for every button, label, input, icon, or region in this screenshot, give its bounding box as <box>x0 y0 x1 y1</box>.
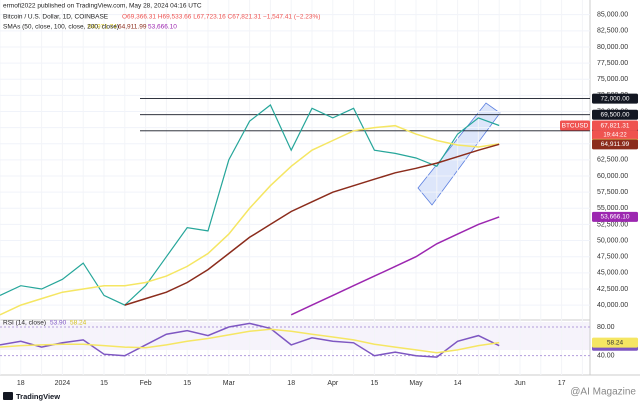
series-line <box>124 143 500 306</box>
rsi-value: 53.90 <box>50 320 67 327</box>
symbol: Bitcoin / U.S. Dollar, 1D, COINBASE <box>3 14 109 21</box>
y-tick-label: 50,000.00 <box>597 237 628 244</box>
x-tick-label: Mar <box>223 380 236 387</box>
x-tick-label: Feb <box>140 380 152 387</box>
price-pill <box>592 139 638 150</box>
brand: TradingView <box>16 392 60 401</box>
y-tick-label: 75,000.00 <box>597 76 628 83</box>
symbol-name: BTCUSD <box>562 122 589 129</box>
y-tick-label: 80,000.00 <box>597 44 628 51</box>
layer: 40,000.00 42,500.00 45,000.00 47,500.00 50,0… <box>0 0 638 387</box>
series-line <box>0 328 500 354</box>
logo <box>3 392 13 400</box>
y-tick-label: 62,500.00 <box>597 157 628 164</box>
y-tick-label: 55,000.00 <box>597 205 628 212</box>
x-tick-label: Jun <box>514 380 525 387</box>
y-tick-label: 45,000.00 <box>597 270 628 277</box>
x-tick-label: Apr <box>327 380 339 387</box>
channel <box>417 102 501 206</box>
price-pill-label: 64,911.99 <box>601 141 630 148</box>
y-tick-label: 80.00 <box>597 324 615 331</box>
x-tick-label: 2024 <box>55 380 71 387</box>
rsi-band <box>0 322 590 350</box>
y-tick-label: 40,000.00 <box>597 302 628 309</box>
series-line <box>0 124 500 316</box>
price-pill <box>592 211 638 222</box>
y-tick-label: 47,500.00 <box>597 254 628 261</box>
watermark: @AI Magazine <box>570 387 636 398</box>
series-line <box>290 216 500 316</box>
published: ermofi2022 published on TradingView.com,… <box>3 3 202 10</box>
price-pill-label: 53,666.10 <box>601 214 630 221</box>
price-pill <box>592 337 638 348</box>
price-pill <box>592 120 638 131</box>
x-tick-label: 18 <box>17 380 25 387</box>
y-tick-label: 60,000.00 <box>597 173 628 180</box>
y-tick-label: 40.00 <box>597 353 615 360</box>
x-tick-label: 15 <box>371 380 379 387</box>
x-tick-label: 15 <box>100 380 108 387</box>
x-tick-label: 15 <box>183 380 191 387</box>
price-pill-label: 67,821.31 <box>601 122 630 129</box>
sma-value: 64,911.99 <box>118 24 147 31</box>
countdown-pill <box>592 130 638 140</box>
rsi-value: 58.24 <box>70 320 87 327</box>
price-pill-label: 58.24 <box>607 339 624 346</box>
price-pill <box>592 109 638 120</box>
x-tick-label: 18 <box>287 380 295 387</box>
symbol-pill <box>560 120 590 131</box>
y-tick-label: 77,500.00 <box>597 60 628 67</box>
countdown: 19:44:22 <box>603 133 627 139</box>
y-tick-label: 57,500.00 <box>597 189 628 196</box>
x-tick-label: May <box>409 380 423 387</box>
y-tick-label: 52,500.00 <box>597 221 628 228</box>
price-pill <box>592 93 638 104</box>
series-line <box>0 104 500 306</box>
price-pill-label: 69,500.00 <box>601 111 630 118</box>
y-tick-label: 82,500.00 <box>597 28 628 35</box>
sma-value: 53,666.10 <box>148 24 177 31</box>
sma-value: 64,971.74 <box>88 24 117 31</box>
y-tick-label: 42,500.00 <box>597 286 628 293</box>
series-line <box>0 322 500 358</box>
x-tick-label: 14 <box>454 380 462 387</box>
smas: SMAs (50, close, 100, close, 200, close) <box>3 24 119 31</box>
price-pill-label: 72,000.00 <box>601 95 630 102</box>
y-tick-label: 85,000.00 <box>597 12 628 19</box>
ohlc: O69,366.31 H69,533.66 L67,723.16 C67,821… <box>122 14 320 21</box>
rsi-title: RSI (14, close) <box>3 320 46 327</box>
x-tick-label: 17 <box>558 380 566 387</box>
